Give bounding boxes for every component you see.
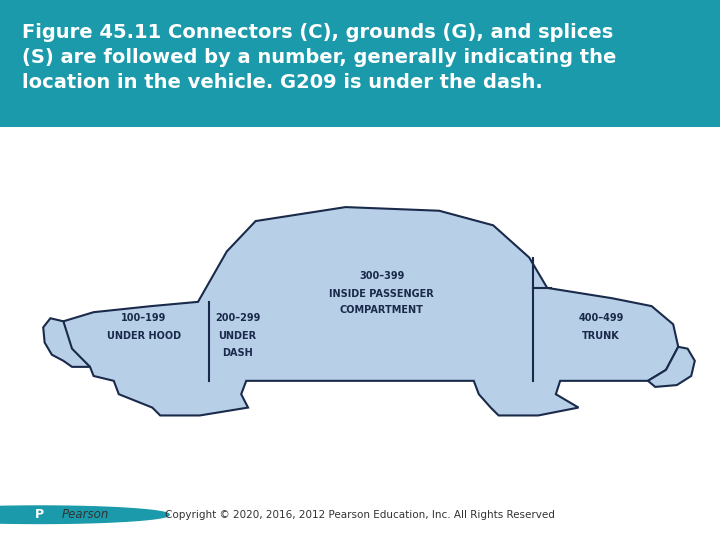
Polygon shape bbox=[0, 506, 169, 523]
Text: Figure 45.11 Connectors (C), grounds (G), and splices
(S) are followed by a numb: Figure 45.11 Connectors (C), grounds (G)… bbox=[22, 23, 616, 92]
Text: Copyright © 2020, 2016, 2012 Pearson Education, Inc. All Rights Reserved: Copyright © 2020, 2016, 2012 Pearson Edu… bbox=[165, 510, 555, 519]
Text: 300–399: 300–399 bbox=[359, 271, 405, 281]
Polygon shape bbox=[43, 318, 90, 367]
Polygon shape bbox=[648, 347, 695, 387]
Text: DASH: DASH bbox=[222, 348, 253, 358]
Text: 400–499: 400–499 bbox=[578, 313, 624, 323]
Text: 200–299: 200–299 bbox=[215, 313, 261, 323]
Text: COMPARTMENT: COMPARTMENT bbox=[340, 305, 423, 315]
Text: INSIDE PASSENGER: INSIDE PASSENGER bbox=[329, 289, 434, 299]
Polygon shape bbox=[63, 207, 678, 415]
Text: Pearson: Pearson bbox=[61, 508, 109, 521]
Text: P: P bbox=[35, 508, 44, 521]
Text: 100–199: 100–199 bbox=[121, 313, 167, 323]
Text: UNDER: UNDER bbox=[219, 332, 256, 341]
Text: TRUNK: TRUNK bbox=[582, 332, 620, 341]
Text: UNDER HOOD: UNDER HOOD bbox=[107, 332, 181, 341]
